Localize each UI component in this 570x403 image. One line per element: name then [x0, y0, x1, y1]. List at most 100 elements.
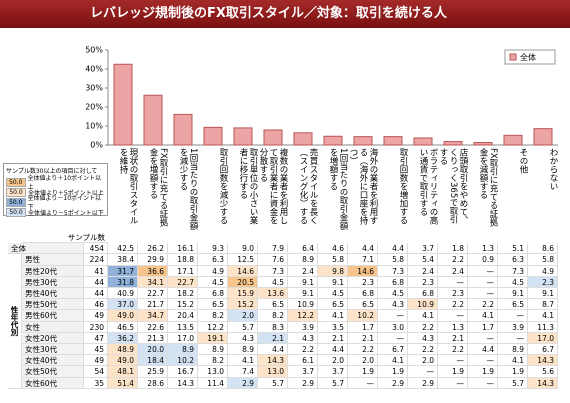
table-cell: 11.4	[198, 377, 228, 389]
table-cell: 4.1	[468, 310, 498, 322]
category-label: 取引回数を増加する	[398, 148, 408, 225]
category-label: 1回当たりの取引金額を増額する	[328, 148, 348, 230]
legend-box	[504, 49, 556, 65]
row-label: 男性	[22, 254, 84, 266]
sample-size: 47	[84, 332, 108, 344]
table-cell: 5.8	[528, 254, 558, 266]
table-cell: 1.3	[468, 243, 498, 255]
table-cell: 2.3	[408, 276, 438, 288]
highlight-legend-title: サンプル数30以上の項目に対して	[6, 168, 98, 175]
highlight-sample: 50.0	[6, 187, 26, 197]
sample-size: 454	[84, 243, 108, 255]
table-cell: 6.5	[258, 299, 288, 311]
bar	[173, 113, 193, 146]
table-cell: 6.8	[378, 276, 408, 288]
table-cell: 19.1	[198, 332, 228, 344]
table-cell: 49.0	[108, 310, 138, 322]
table-cell: 4.6	[318, 243, 348, 255]
table-cell: 37.0	[108, 299, 138, 311]
sample-size: 44	[84, 288, 108, 300]
bar	[143, 94, 163, 146]
table-cell: 14.6	[228, 265, 258, 277]
table-cell: 4.5	[198, 276, 228, 288]
table-cell: 17.1	[168, 265, 198, 277]
bar	[323, 135, 343, 146]
table-cell: 6.5	[498, 299, 528, 311]
table-cell: 1.7	[468, 321, 498, 333]
y-tick-label: 20%	[85, 103, 103, 112]
highlight-legend-item: 50.0 全体値より－5ポイント以下	[6, 207, 105, 217]
table-cell: 4.9	[528, 265, 558, 277]
table-cell: —	[468, 265, 498, 277]
table-cell: 4.1	[408, 310, 438, 322]
category-label: その他	[518, 148, 528, 174]
bar	[293, 132, 313, 146]
table-cell: 6.5	[318, 299, 348, 311]
table-cell: 8.9	[168, 344, 198, 356]
table-cell: 3.0	[378, 321, 408, 333]
highlight-legend: サンプル数30以上の項目に対して 50.0 全体値より＋10ポイント以上 50.0 全…	[3, 163, 108, 217]
table-cell: —	[468, 355, 498, 367]
y-tick-label: 40%	[85, 65, 103, 74]
table-cell: 3.7	[408, 243, 438, 255]
table-cell: 5.7	[318, 377, 348, 389]
table-cell: —	[378, 332, 408, 344]
table-cell: 17.0	[168, 332, 198, 344]
bar	[383, 136, 403, 146]
table-cell: 6.5	[348, 299, 378, 311]
y-tick-label: 10%	[85, 122, 103, 131]
highlight-sample: 50.0	[6, 197, 26, 207]
table-cell: 36.2	[108, 332, 138, 344]
table-cell: 4.4	[378, 243, 408, 255]
table-cell: 2.1	[438, 332, 468, 344]
table-cell: —	[438, 355, 468, 367]
table-cell: 2.3	[528, 276, 558, 288]
table-cell: 0.9	[468, 254, 498, 266]
row-label: 男性30代	[22, 276, 84, 288]
bar	[473, 142, 493, 146]
table-cell: 2.4	[288, 265, 318, 277]
table-cell: 8.2	[198, 310, 228, 322]
table-cell: 8.2	[258, 310, 288, 322]
table-cell: 2.2	[408, 321, 438, 333]
table-cell: 6.3	[198, 254, 228, 266]
table-cell: 1.9	[498, 366, 528, 378]
table-cell: 5.1	[498, 243, 528, 255]
table-cell: 10.9	[408, 299, 438, 311]
table-cell: 6.1	[288, 355, 318, 367]
table-cell: 2.9	[288, 377, 318, 389]
table-cell: —	[348, 377, 378, 389]
table-cell: 9.1	[288, 276, 318, 288]
y-tick-label: 30%	[85, 84, 103, 93]
table-cell: 2.9	[228, 377, 258, 389]
table-cell: 1.9	[348, 366, 378, 378]
table-cell: 5.8	[318, 254, 348, 266]
table-cell: 2.0	[408, 355, 438, 367]
table-cell: 22.7	[138, 288, 168, 300]
sample-header: サンプル数	[22, 232, 108, 244]
table-cell: 4.3	[378, 299, 408, 311]
table-cell: 12.2	[288, 310, 318, 322]
table-cell: 3.9	[498, 321, 528, 333]
table-cell: 4.5	[498, 276, 528, 288]
table-cell: 3.9	[288, 321, 318, 333]
table-cell: 16.1	[168, 243, 198, 255]
table-cell: —	[498, 310, 528, 322]
table-cell: 6.8	[198, 288, 228, 300]
table-cell: 4.1	[318, 310, 348, 322]
table-cell: 2.2	[408, 344, 438, 356]
table-cell: 6.7	[378, 344, 408, 356]
table-cell: 34.1	[138, 276, 168, 288]
table-cell: 2.2	[288, 344, 318, 356]
table-cell: 18.8	[168, 254, 198, 266]
table-cell: 1.9	[378, 366, 408, 378]
table-cell: 5.4	[408, 254, 438, 266]
table-cell: 38.4	[108, 254, 138, 266]
table-cell: 4.3	[288, 332, 318, 344]
category-label: 売買スタイルを長く（スイング化）する	[298, 148, 318, 225]
table-cell: 4.5	[378, 288, 408, 300]
table-cell: 4.1	[378, 355, 408, 367]
bar	[503, 134, 523, 146]
table-cell: 22.6	[138, 321, 168, 333]
table-cell: 10.2	[348, 310, 378, 322]
